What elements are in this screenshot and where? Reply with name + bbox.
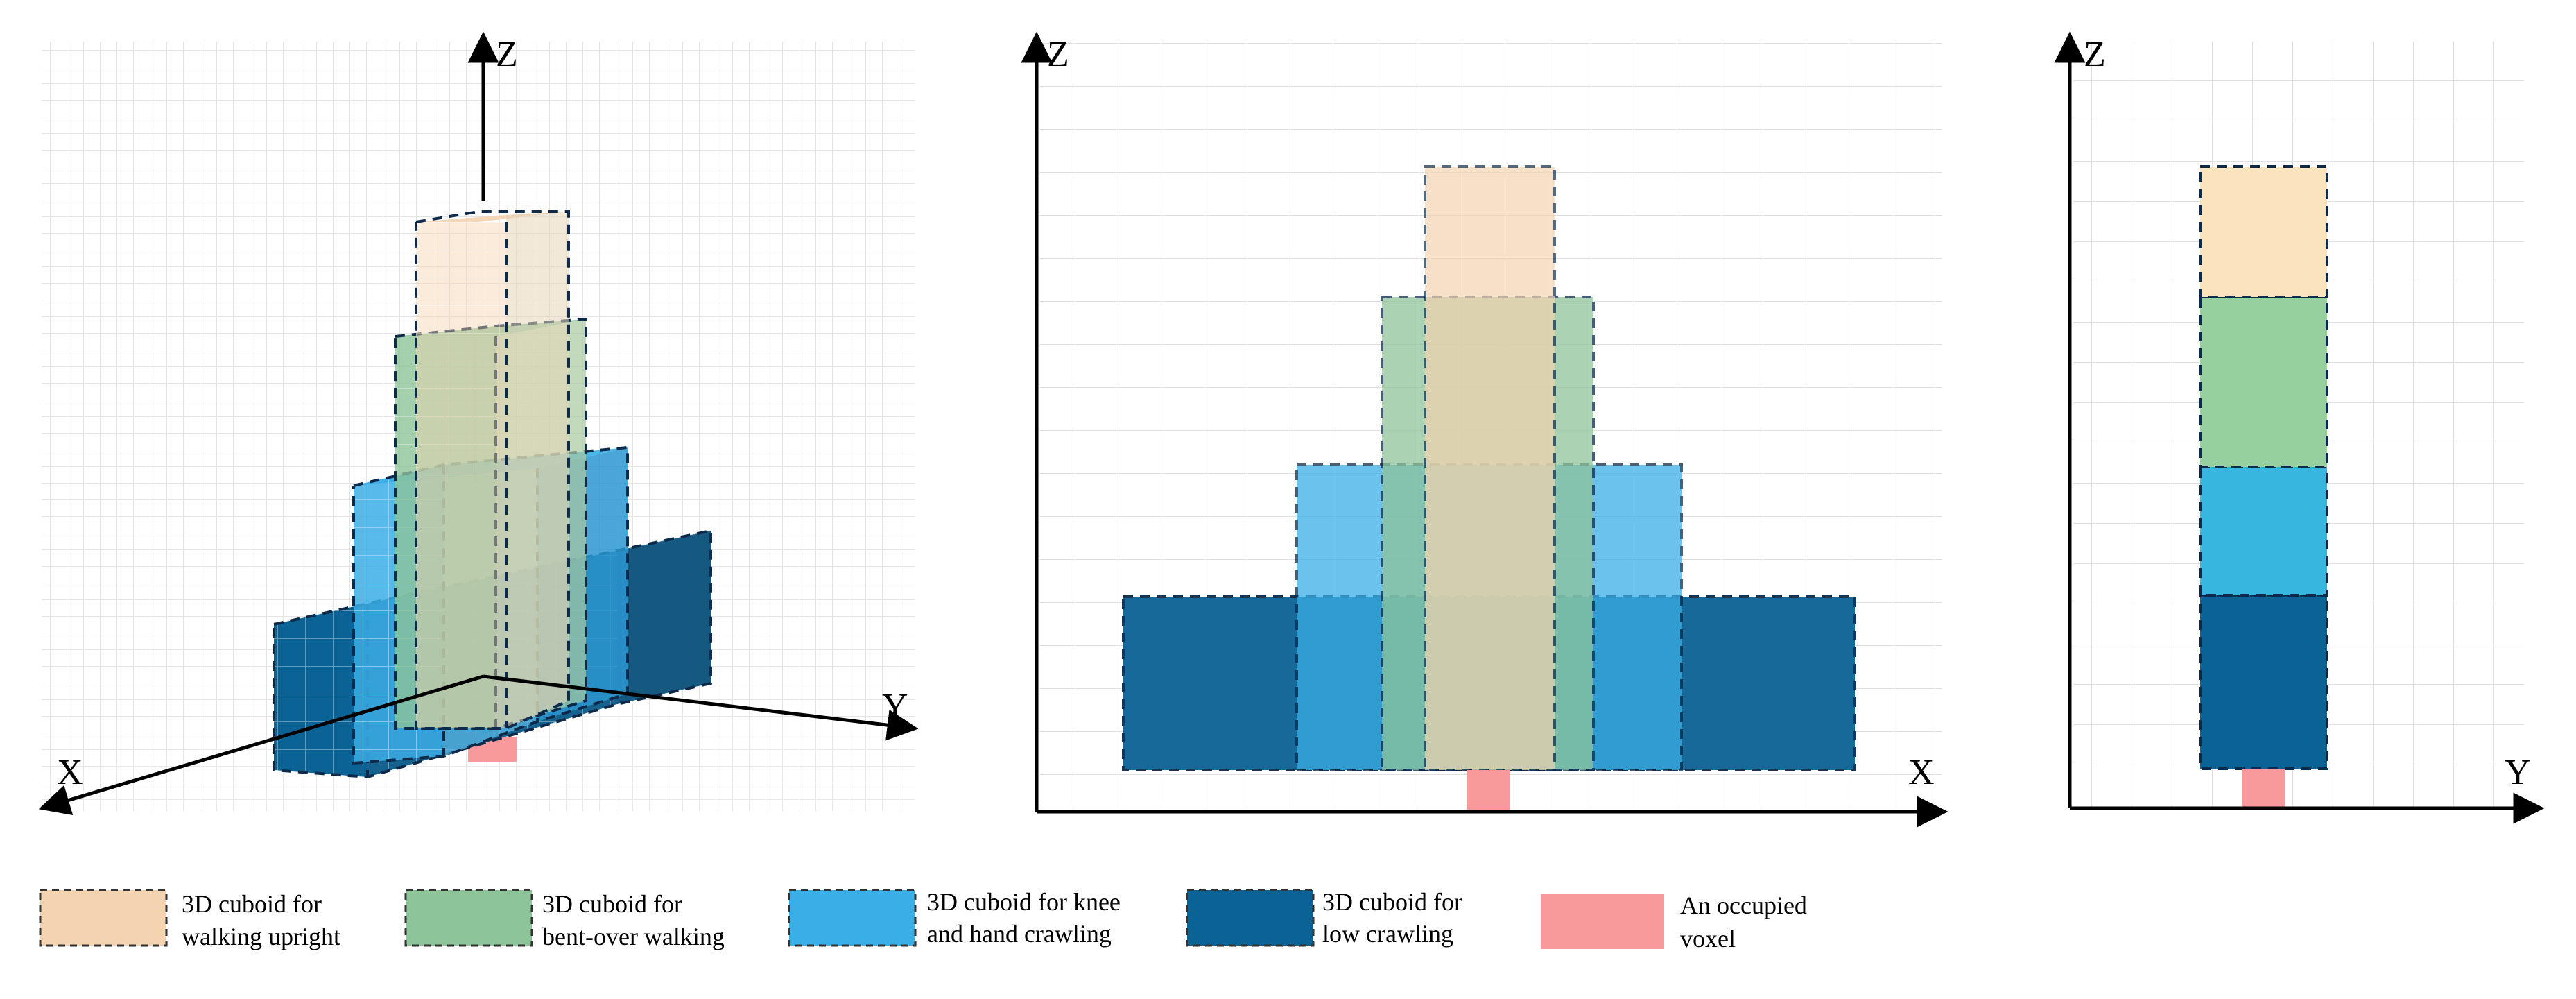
front-occupied-voxel[interactable] [1467, 770, 1510, 812]
legend-label-low-crawling-1: 3D cuboid for [1322, 888, 1462, 916]
front-cuboid-walking-upright[interactable] [1424, 165, 1556, 771]
side-occupied-voxel[interactable] [2242, 769, 2285, 809]
legend-swatch-occupied-voxel [1541, 894, 1664, 949]
legend-label-occupied-voxel-1: An occupied [1680, 891, 1807, 919]
legend-label-walking-upright-2: walking upright [182, 923, 340, 950]
iso-y-label: Y [882, 687, 908, 726]
side-view: Z Y [2054, 31, 2545, 824]
side-cuboid-walking-upright[interactable] [2199, 165, 2328, 298]
legend-label-bent-over-2: bent-over walking [542, 923, 725, 950]
iso-x-axis [38, 674, 484, 815]
legend-swatch-walking-upright [39, 889, 168, 947]
side-y-label: Y [2505, 753, 2531, 792]
side-z-label: Z [2084, 35, 2106, 74]
legend-label-walking-upright-1: 3D cuboid for [182, 890, 322, 918]
legend-item-occupied-voxel: An occupied voxel [1541, 891, 1807, 953]
legend-label-knee-hand-1: 3D cuboid for knee [927, 888, 1121, 916]
legend-label-low-crawling-2: low crawling [1322, 920, 1453, 948]
legend-item-low-crawling: 3D cuboid for low crawling [1186, 888, 1462, 948]
iso-y-axis [483, 674, 919, 741]
legend-label-knee-hand-2: and hand crawling [927, 920, 1112, 948]
legend-swatch-knee-hand [788, 889, 917, 947]
side-cuboid-low-crawling[interactable] [2199, 594, 2328, 770]
front-x-label: X [1908, 753, 1935, 792]
side-cuboid-bent-over[interactable] [2199, 296, 2328, 468]
side-cuboid-knee-hand[interactable] [2199, 466, 2328, 597]
legend: 3D cuboid for walking upright 3D cuboid … [39, 888, 1807, 953]
legend-item-knee-hand: 3D cuboid for knee and hand crawling [788, 888, 1121, 948]
legend-swatch-bent-over [404, 889, 533, 947]
legend-item-bent-over: 3D cuboid for bent-over walking [404, 889, 725, 950]
iso-view: Z Y X [38, 31, 919, 815]
iso-z-label: Z [496, 35, 518, 74]
legend-label-bent-over-1: 3D cuboid for [542, 890, 682, 918]
iso-cuboid-walking-upright[interactable] [415, 210, 570, 730]
iso-x-label: X [57, 753, 83, 792]
legend-swatch-low-crawling [1186, 889, 1315, 947]
legend-item-walking-upright: 3D cuboid for walking upright [39, 889, 340, 950]
legend-label-occupied-voxel-2: voxel [1680, 925, 1736, 953]
front-view: Z X [1021, 31, 1948, 828]
front-z-label: Z [1047, 35, 1069, 74]
